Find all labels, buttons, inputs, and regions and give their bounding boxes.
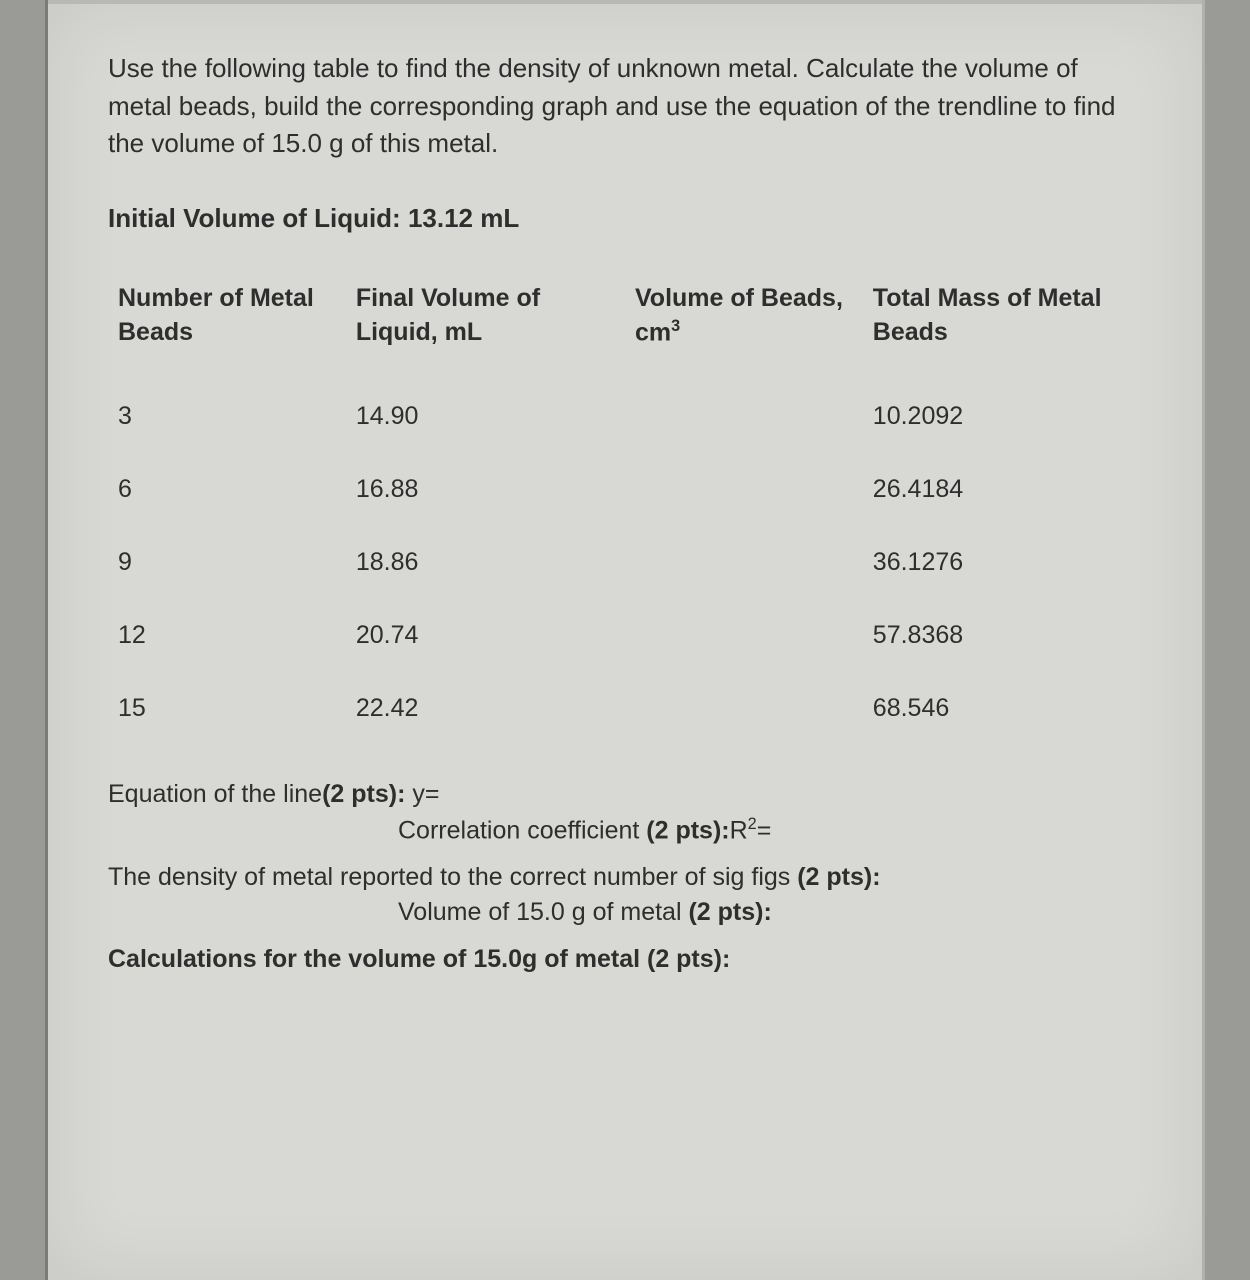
- volume15-pts: (2 pts):: [688, 898, 771, 926]
- header-num-beads: Number of Metal Beads: [108, 274, 346, 380]
- cell-fv: 22.42: [346, 672, 625, 745]
- density-prefix: The density of metal reported to the cor…: [108, 863, 797, 891]
- initial-volume-label: Initial Volume of Liquid: 13.12 mL: [108, 203, 1142, 234]
- correlation-pts: (2 pts):: [646, 816, 729, 844]
- cell-fv: 14.90: [346, 380, 625, 453]
- cell-vb: [625, 672, 863, 745]
- header-volume-beads-text: Volume of Beads, cm: [635, 284, 843, 346]
- correlation-prefix: Correlation coefficient: [398, 816, 646, 844]
- equation-suffix: y=: [412, 780, 439, 808]
- header-volume-beads: Volume of Beads, cm3: [625, 274, 863, 380]
- cell-vb: [625, 453, 863, 526]
- volume15-prefix: Volume of 15.0 g of metal: [398, 898, 688, 926]
- correlation-R: R: [730, 816, 748, 844]
- cell-n: 6: [108, 453, 346, 526]
- cell-m: 57.8368: [863, 599, 1142, 672]
- header-final-volume: Final Volume of Liquid, mL: [346, 274, 625, 380]
- cell-n: 15: [108, 672, 346, 745]
- cell-vb: [625, 526, 863, 599]
- correlation-line: Correlation coefficient (2 pts):R2=: [398, 815, 1142, 845]
- data-table: Number of Metal Beads Final Volume of Li…: [108, 274, 1142, 745]
- density-line: The density of metal reported to the cor…: [108, 863, 1142, 892]
- cell-fv: 16.88: [346, 453, 625, 526]
- header-total-mass: Total Mass of Metal Beads: [863, 274, 1142, 380]
- cell-vb: [625, 380, 863, 453]
- cell-fv: 18.86: [346, 526, 625, 599]
- cell-n: 9: [108, 526, 346, 599]
- cell-m: 26.4184: [863, 453, 1142, 526]
- correlation-eq: =: [757, 816, 772, 844]
- cell-m: 10.2092: [863, 380, 1142, 453]
- table-row: 12 20.74 57.8368: [108, 599, 1142, 672]
- table-row: 9 18.86 36.1276: [108, 526, 1142, 599]
- problem-intro: Use the following table to find the dens…: [108, 50, 1142, 163]
- calc-line: Calculations for the volume of 15.0g of …: [108, 945, 1142, 974]
- equation-prefix: Equation of the line: [108, 780, 322, 808]
- cell-fv: 20.74: [346, 599, 625, 672]
- correlation-sup: 2: [748, 815, 757, 833]
- table-body: 3 14.90 10.2092 6 16.88 26.4184 9 18.86 …: [108, 380, 1142, 745]
- header-volume-beads-sup: 3: [671, 317, 680, 335]
- equation-pts: (2 pts):: [322, 780, 412, 808]
- table-row: 3 14.90 10.2092: [108, 380, 1142, 453]
- cell-m: 68.546: [863, 672, 1142, 745]
- volume15-line: Volume of 15.0 g of metal (2 pts):: [398, 898, 1142, 927]
- cell-n: 12: [108, 599, 346, 672]
- equation-line: Equation of the line(2 pts): y=: [108, 780, 1142, 809]
- table-header-row: Number of Metal Beads Final Volume of Li…: [108, 274, 1142, 380]
- worksheet-page: Use the following table to find the dens…: [45, 0, 1205, 1280]
- table-row: 15 22.42 68.546: [108, 672, 1142, 745]
- cell-n: 3: [108, 380, 346, 453]
- cell-m: 36.1276: [863, 526, 1142, 599]
- cell-vb: [625, 599, 863, 672]
- density-pts: (2 pts):: [797, 863, 880, 891]
- table-row: 6 16.88 26.4184: [108, 453, 1142, 526]
